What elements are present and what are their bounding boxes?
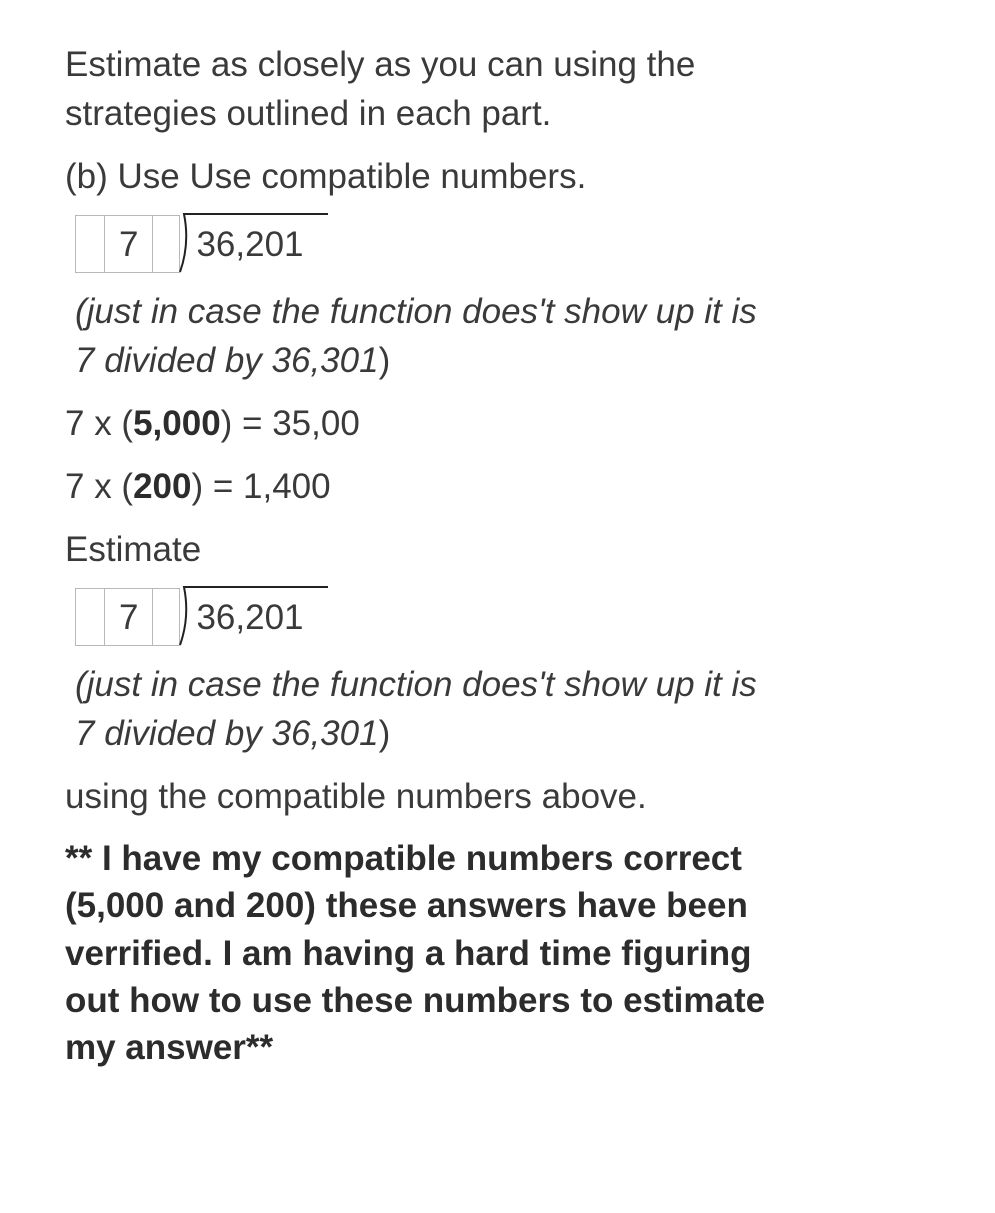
student-note: ** I have my compatible numbers correct … xyxy=(65,835,940,1071)
using-line: using the compatible numbers above. xyxy=(65,772,940,821)
note-line-3: verrified. I am having a hard time figur… xyxy=(65,934,752,973)
division-pad-left xyxy=(75,215,104,273)
division-dividend-2: 36,201 xyxy=(180,588,325,646)
division-dividend-value-2: 36,201 xyxy=(196,593,303,642)
calc1-suffix: ) = 35,00 xyxy=(221,404,360,443)
note-line-4: out how to use these numbers to estimate xyxy=(65,981,765,1020)
part-b-label: (b) Use Use compatible numbers. xyxy=(65,152,940,201)
calc2-suffix: ) = 1,400 xyxy=(191,467,330,506)
division-dividend-value: 36,201 xyxy=(196,220,303,269)
hint-2-line-1: (just in case the function does't show u… xyxy=(75,665,757,704)
division-pad-mid xyxy=(153,215,180,273)
division-pad-left-2 xyxy=(75,588,104,646)
long-division-2: 7 36,201 xyxy=(75,588,940,646)
note-line-2: (5,000 and 200) these answers have been xyxy=(65,886,748,925)
hint-1-line-1: (just in case the function does't show u… xyxy=(75,292,757,331)
division-divisor: 7 xyxy=(104,215,153,273)
intro-line-1: Estimate as closely as you can using the xyxy=(65,45,695,84)
calc-line-1: 7 x (5,000) = 35,00 xyxy=(65,399,940,448)
calc2-prefix: 7 x ( xyxy=(65,467,133,506)
division-dividend: 36,201 xyxy=(180,215,325,273)
note-line-1: ** I have my compatible numbers correct xyxy=(65,839,742,878)
calc1-prefix: 7 x ( xyxy=(65,404,133,443)
note-line-5: my answer** xyxy=(65,1028,273,1067)
calc2-bold: 200 xyxy=(133,467,191,506)
hint-1: (just in case the function does't show u… xyxy=(65,287,940,385)
intro-paragraph: Estimate as closely as you can using the… xyxy=(65,40,940,138)
long-division-1: 7 36,201 xyxy=(75,215,940,273)
hint-1-close: ) xyxy=(379,341,391,380)
hint-2: (just in case the function does't show u… xyxy=(65,660,940,758)
hint-1-line-2: 7 divided by 36,301 xyxy=(75,341,379,380)
hint-2-close: ) xyxy=(379,714,391,753)
division-pad-mid-2 xyxy=(153,588,180,646)
hint-2-line-2: 7 divided by 36,301 xyxy=(75,714,379,753)
calc-line-2: 7 x (200) = 1,400 xyxy=(65,462,940,511)
intro-line-2: strategies outlined in each part. xyxy=(65,94,551,133)
calc1-bold: 5,000 xyxy=(133,404,221,443)
division-divisor-2: 7 xyxy=(104,588,153,646)
estimate-label: Estimate xyxy=(65,525,940,574)
